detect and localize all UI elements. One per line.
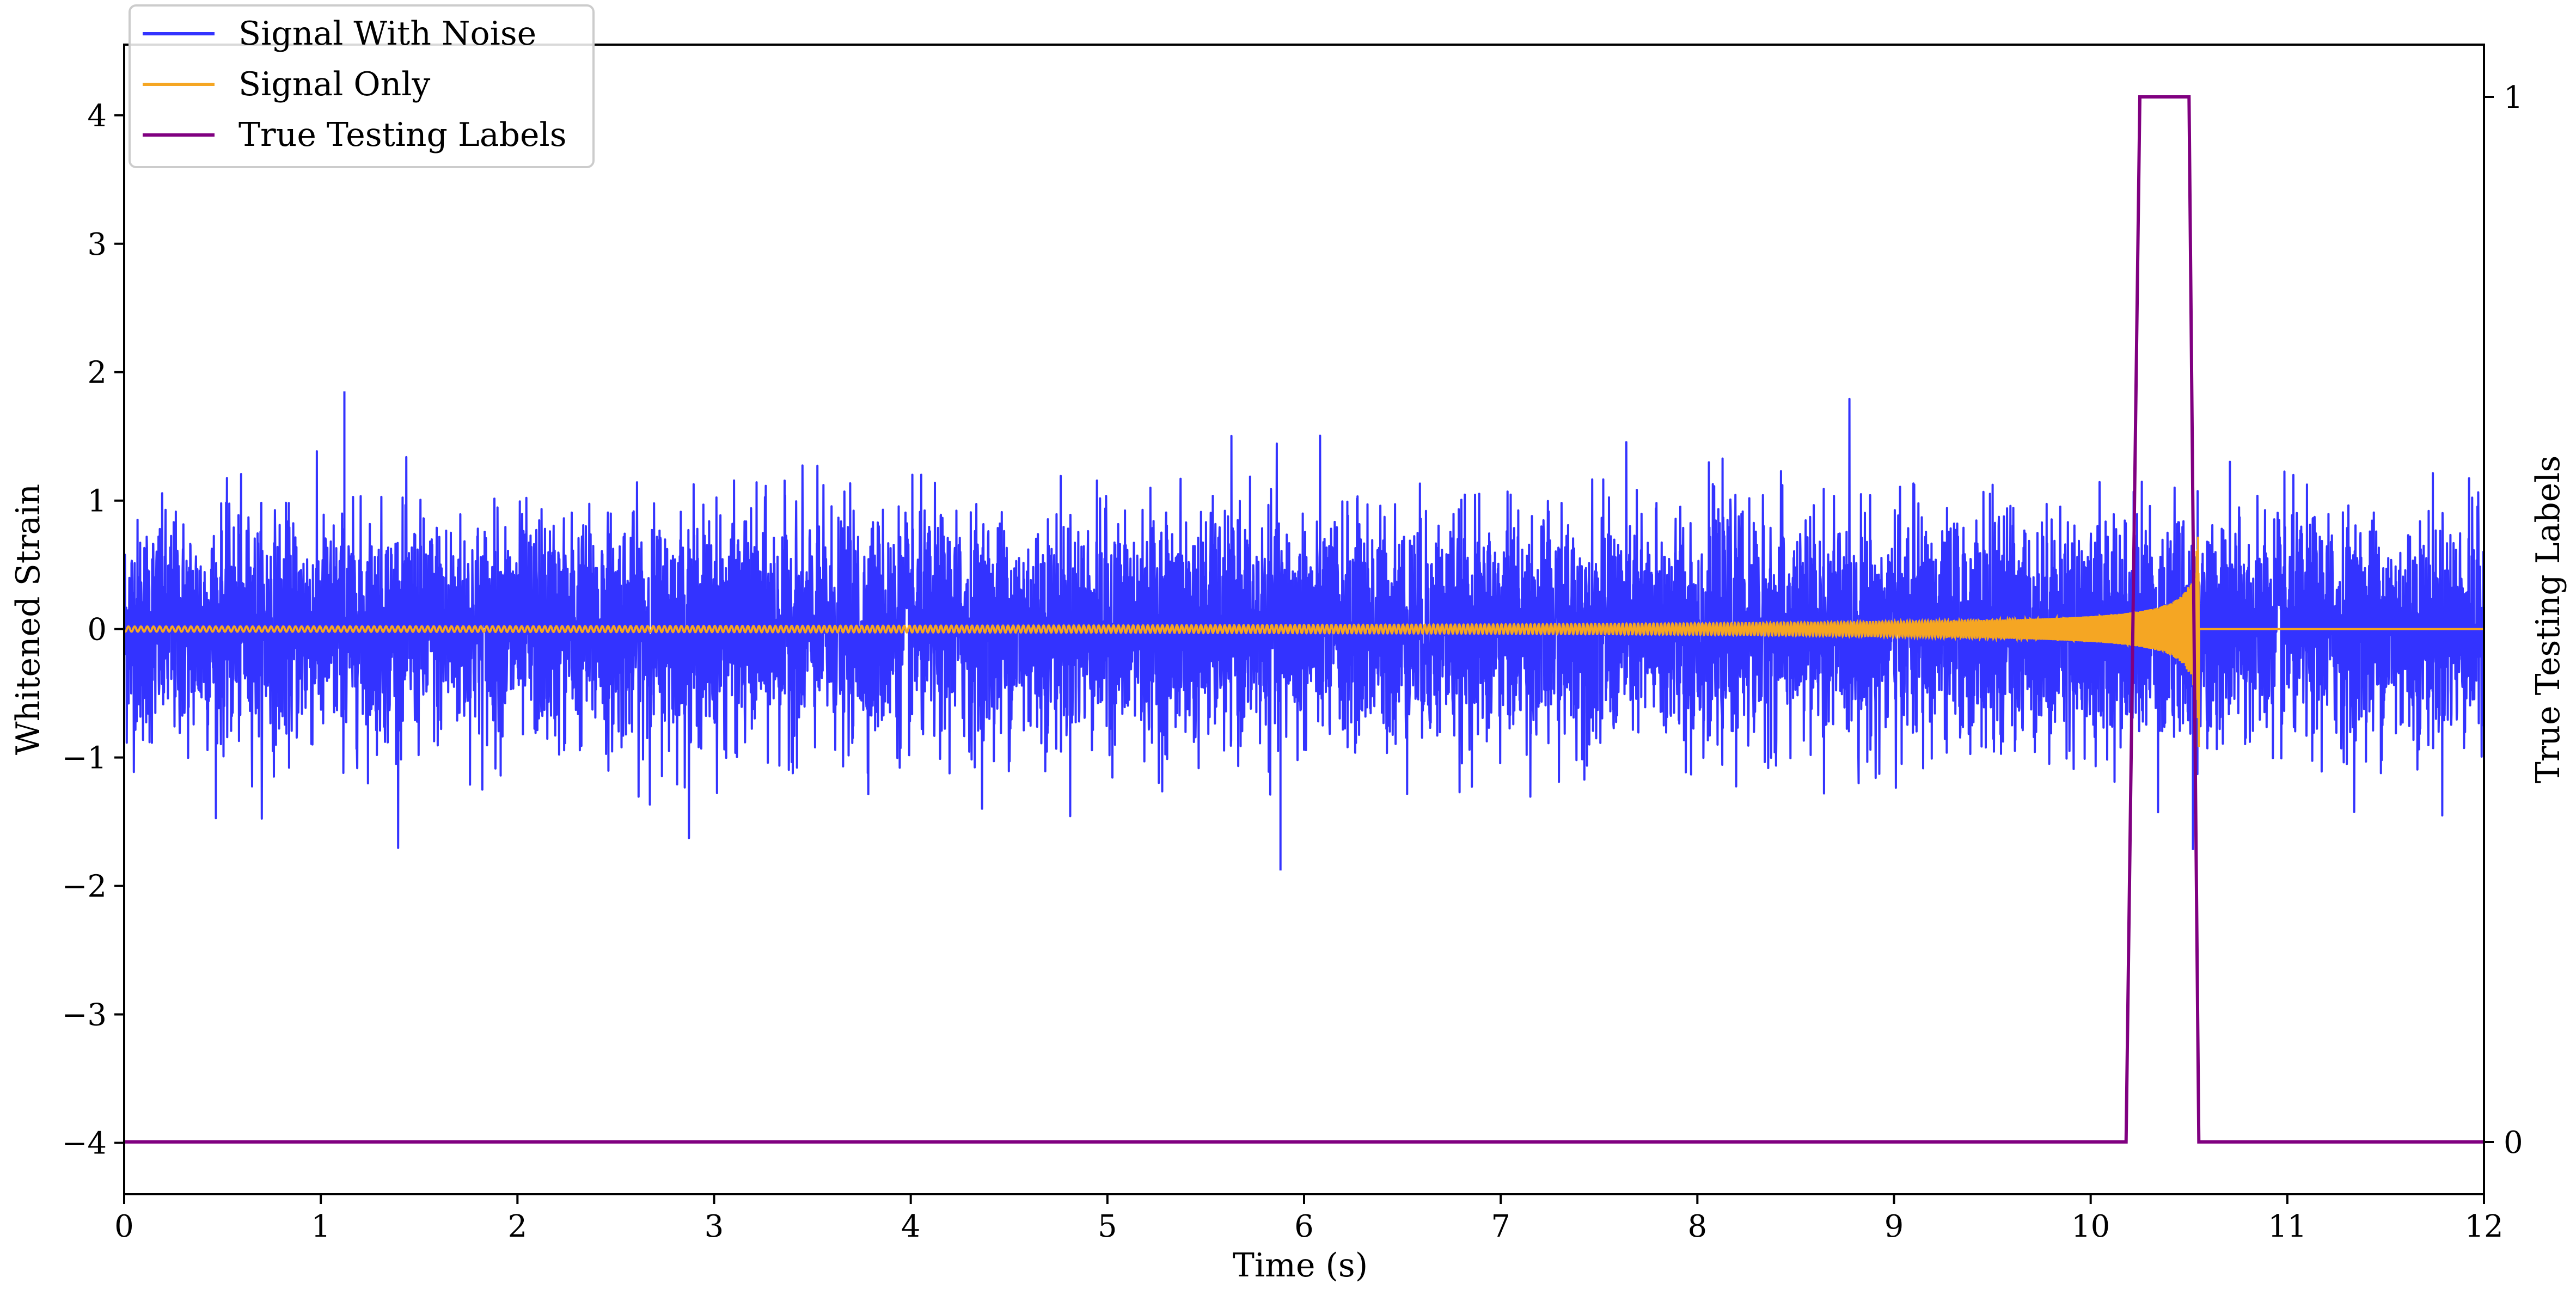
x-tick-label: 3 — [705, 1209, 724, 1244]
x-axis-title: Time (s) — [1233, 1246, 1368, 1285]
x-tick-label: 9 — [1884, 1209, 1904, 1244]
y-tick-label: 3 — [87, 227, 107, 262]
series-signal-only — [124, 536, 2484, 747]
y-axis-title: Whitened Strain — [9, 484, 47, 755]
y-tick-label: −2 — [62, 869, 107, 905]
series-layer — [124, 89, 2484, 1144]
y-axis-right-title: True Testing Labels — [2529, 456, 2567, 784]
x-axis: 0 1 2 3 4 5 6 7 8 9 10 11 12 — [114, 1194, 2504, 1244]
y-tick-label: −1 — [62, 741, 107, 776]
x-tick-label: 5 — [1098, 1209, 1117, 1244]
series-true-testing-labels — [124, 95, 2484, 1144]
y-tick-label: 2 — [87, 355, 107, 391]
x-tick-label: 1 — [311, 1209, 331, 1244]
legend-label-signal-only: Signal Only — [238, 65, 430, 103]
x-tick-label: 7 — [1491, 1209, 1510, 1244]
x-tick-label: 6 — [1294, 1209, 1314, 1244]
legend-label-signal-with-noise: Signal With Noise — [238, 15, 536, 53]
y-axis-right: 01 — [2484, 80, 2523, 1160]
legend-label-true-testing-labels: True Testing Labels — [238, 116, 567, 154]
x-tick-label: 10 — [2071, 1209, 2110, 1244]
y-tick-label: 4 — [87, 99, 107, 134]
x-tick-label: 12 — [2464, 1209, 2503, 1244]
legend-box — [129, 4, 595, 168]
x-tick-label: 0 — [114, 1209, 134, 1244]
x-tick-label: 11 — [2268, 1209, 2306, 1244]
y-tick-label: 0 — [87, 612, 107, 648]
y-axis-left: −4 −3 −2 −1 0 1 2 3 4 — [62, 99, 124, 1162]
x-tick-label: 2 — [508, 1209, 528, 1244]
y-right-tick-label: 1 — [2504, 80, 2523, 115]
y-right-tick-label: 0 — [2504, 1125, 2523, 1160]
y-tick-label: −4 — [62, 1126, 107, 1162]
legend: Signal With Noise Signal Only True Testi… — [129, 4, 595, 168]
x-tick-label: 8 — [1688, 1209, 1708, 1244]
series-signal-with-noise — [124, 89, 2484, 1066]
x-tick-label: 4 — [901, 1209, 921, 1244]
y-tick-label: 1 — [87, 484, 107, 519]
y-tick-label: −3 — [62, 998, 107, 1033]
